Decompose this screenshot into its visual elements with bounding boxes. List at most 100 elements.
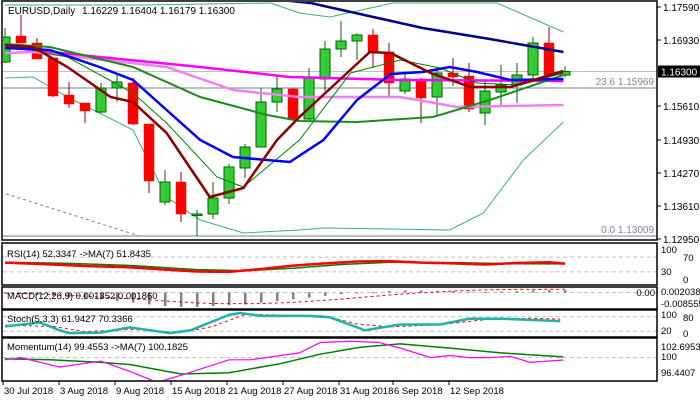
macd-histogram-bar (100, 292, 103, 300)
rsi-line (4, 259, 566, 274)
macd-histogram-bar (212, 292, 215, 307)
candle-body-bullish (159, 181, 171, 203)
indicator-tick-label: 30 (661, 267, 672, 278)
rsi-panel[interactable] (3, 256, 657, 274)
candle (15, 15, 27, 44)
ma-navy-line (288, 2, 564, 54)
macd-histogram-bar (228, 292, 231, 306)
candle (79, 102, 91, 123)
date-tick-label: 21 Aug 2018 (228, 386, 281, 397)
panel-frames (1, 0, 658, 382)
candle-body-bullish (255, 101, 267, 148)
indicator-tick-label: 102.6953 (661, 342, 700, 353)
macd-histogram-bar (292, 292, 295, 300)
candle-body-bullish (319, 48, 331, 80)
candle-body-bullish (431, 72, 443, 98)
chart-symbol: EURUSD,Daily (8, 6, 75, 17)
candle-body-bullish (207, 197, 219, 215)
candle (527, 37, 539, 79)
current-price-label: 1.16300 (661, 68, 698, 79)
candle (495, 65, 507, 106)
candle-body-bullish (495, 84, 507, 93)
current-price-badge (658, 65, 700, 78)
candle-body-bearish (79, 102, 91, 112)
candle-body-bullish (527, 42, 539, 76)
price-tick-label: 1.14930 (663, 136, 700, 147)
macd-histogram-bar (164, 292, 167, 307)
axes: 23.6 1.15969 0.0 1.13009 1.17590 1.16930 1.1… (2, 3, 700, 397)
stoch-panel[interactable] (3, 311, 657, 335)
macd-histogram-bar (548, 290, 551, 293)
price-tick-label: 1.17590 (663, 3, 700, 14)
macd-histogram-bar (516, 291, 519, 293)
candle-body-bullish (111, 81, 123, 89)
macd-histogram-bar (468, 291, 471, 293)
ma-darkred-line (4, 43, 564, 199)
macd-histogram-bar (484, 291, 487, 293)
candle-body-bullish (223, 166, 235, 199)
stoch-main-line (4, 311, 561, 335)
macd-histogram-bar (132, 292, 135, 303)
macd-histogram-bar (420, 290, 423, 293)
candle-body-bearish (463, 75, 475, 110)
date-tick-label: 3 Aug 2018 (60, 386, 108, 397)
momentum-panel[interactable] (3, 340, 657, 382)
indicator-tick-label: 80 (683, 313, 694, 324)
macd-histogram-bar (148, 292, 151, 305)
candle (319, 41, 331, 91)
macd-histogram-bar (276, 292, 279, 301)
indicator-tick-label: 0 (683, 329, 688, 340)
candle (543, 27, 555, 78)
candle (143, 123, 155, 193)
macd-histogram-bar (116, 292, 119, 301)
price-tick-label: 1.15610 (663, 102, 700, 113)
price-tick-label: 1.16930 (663, 36, 700, 47)
macd-histogram-bar (388, 291, 391, 293)
candle-body-bearish (175, 181, 187, 215)
price-tick-label: 1.12950 (663, 235, 700, 246)
macd-histogram-bar (180, 292, 183, 307)
indicator-tick-label: 100 (661, 245, 677, 256)
candle (207, 182, 219, 219)
macd-histogram-bar (196, 292, 199, 307)
candle-body-bullish (3, 36, 11, 63)
macd-histogram-bar (372, 292, 375, 294)
candle-body-bullish (191, 213, 203, 216)
candle-body-bearish (143, 123, 155, 182)
rsi-label: RSI(14) 52.3347 ->MA(7) 51.8435 (7, 249, 151, 260)
macd-histogram-bar (452, 291, 455, 293)
bollinger-upper-line (5, 2, 564, 33)
macd-histogram-bar (244, 292, 247, 305)
candle (367, 29, 379, 68)
candle-body-bullish (95, 87, 107, 113)
candle (399, 73, 411, 94)
indicator-tick-label: 70 (683, 253, 694, 264)
date-tick-label: 15 Aug 2018 (172, 386, 225, 397)
fib-level-label: 0.0 1.13009 (601, 225, 654, 236)
candle (223, 164, 235, 204)
date-tick-label: 30 Jul 2018 (4, 386, 53, 397)
ma-green-line (4, 43, 564, 124)
macd-histogram-bar (564, 290, 567, 293)
macd-histogram-bar (404, 290, 407, 293)
macd-histogram-bar (500, 291, 503, 293)
indicator-tick-label: 0 (683, 275, 688, 286)
macd-histogram-bar (20, 292, 23, 295)
macd-histogram-bar (68, 292, 71, 298)
price-panel[interactable] (0, 0, 657, 238)
ma-thin-green-line (4, 44, 564, 188)
macd-histogram-bar (260, 292, 263, 303)
candle-body-bearish (15, 35, 27, 44)
candle (239, 144, 251, 178)
date-tick-label: 27 Aug 2018 (284, 386, 337, 397)
momentum-label: Momentum(14) 99.4553 ->MA(7) 100.1825 (7, 342, 188, 353)
candle (47, 57, 59, 97)
indicator-tick-label: 100 (661, 352, 677, 363)
candle (335, 21, 347, 57)
date-tick-label: 31 Aug 2018 (340, 386, 393, 397)
candle-body-bullish (351, 34, 363, 42)
date-tick-label: 12 Sep 2018 (450, 386, 504, 397)
macd-panel[interactable] (3, 288, 657, 307)
date-tick-label: 6 Sep 2018 (394, 386, 443, 397)
